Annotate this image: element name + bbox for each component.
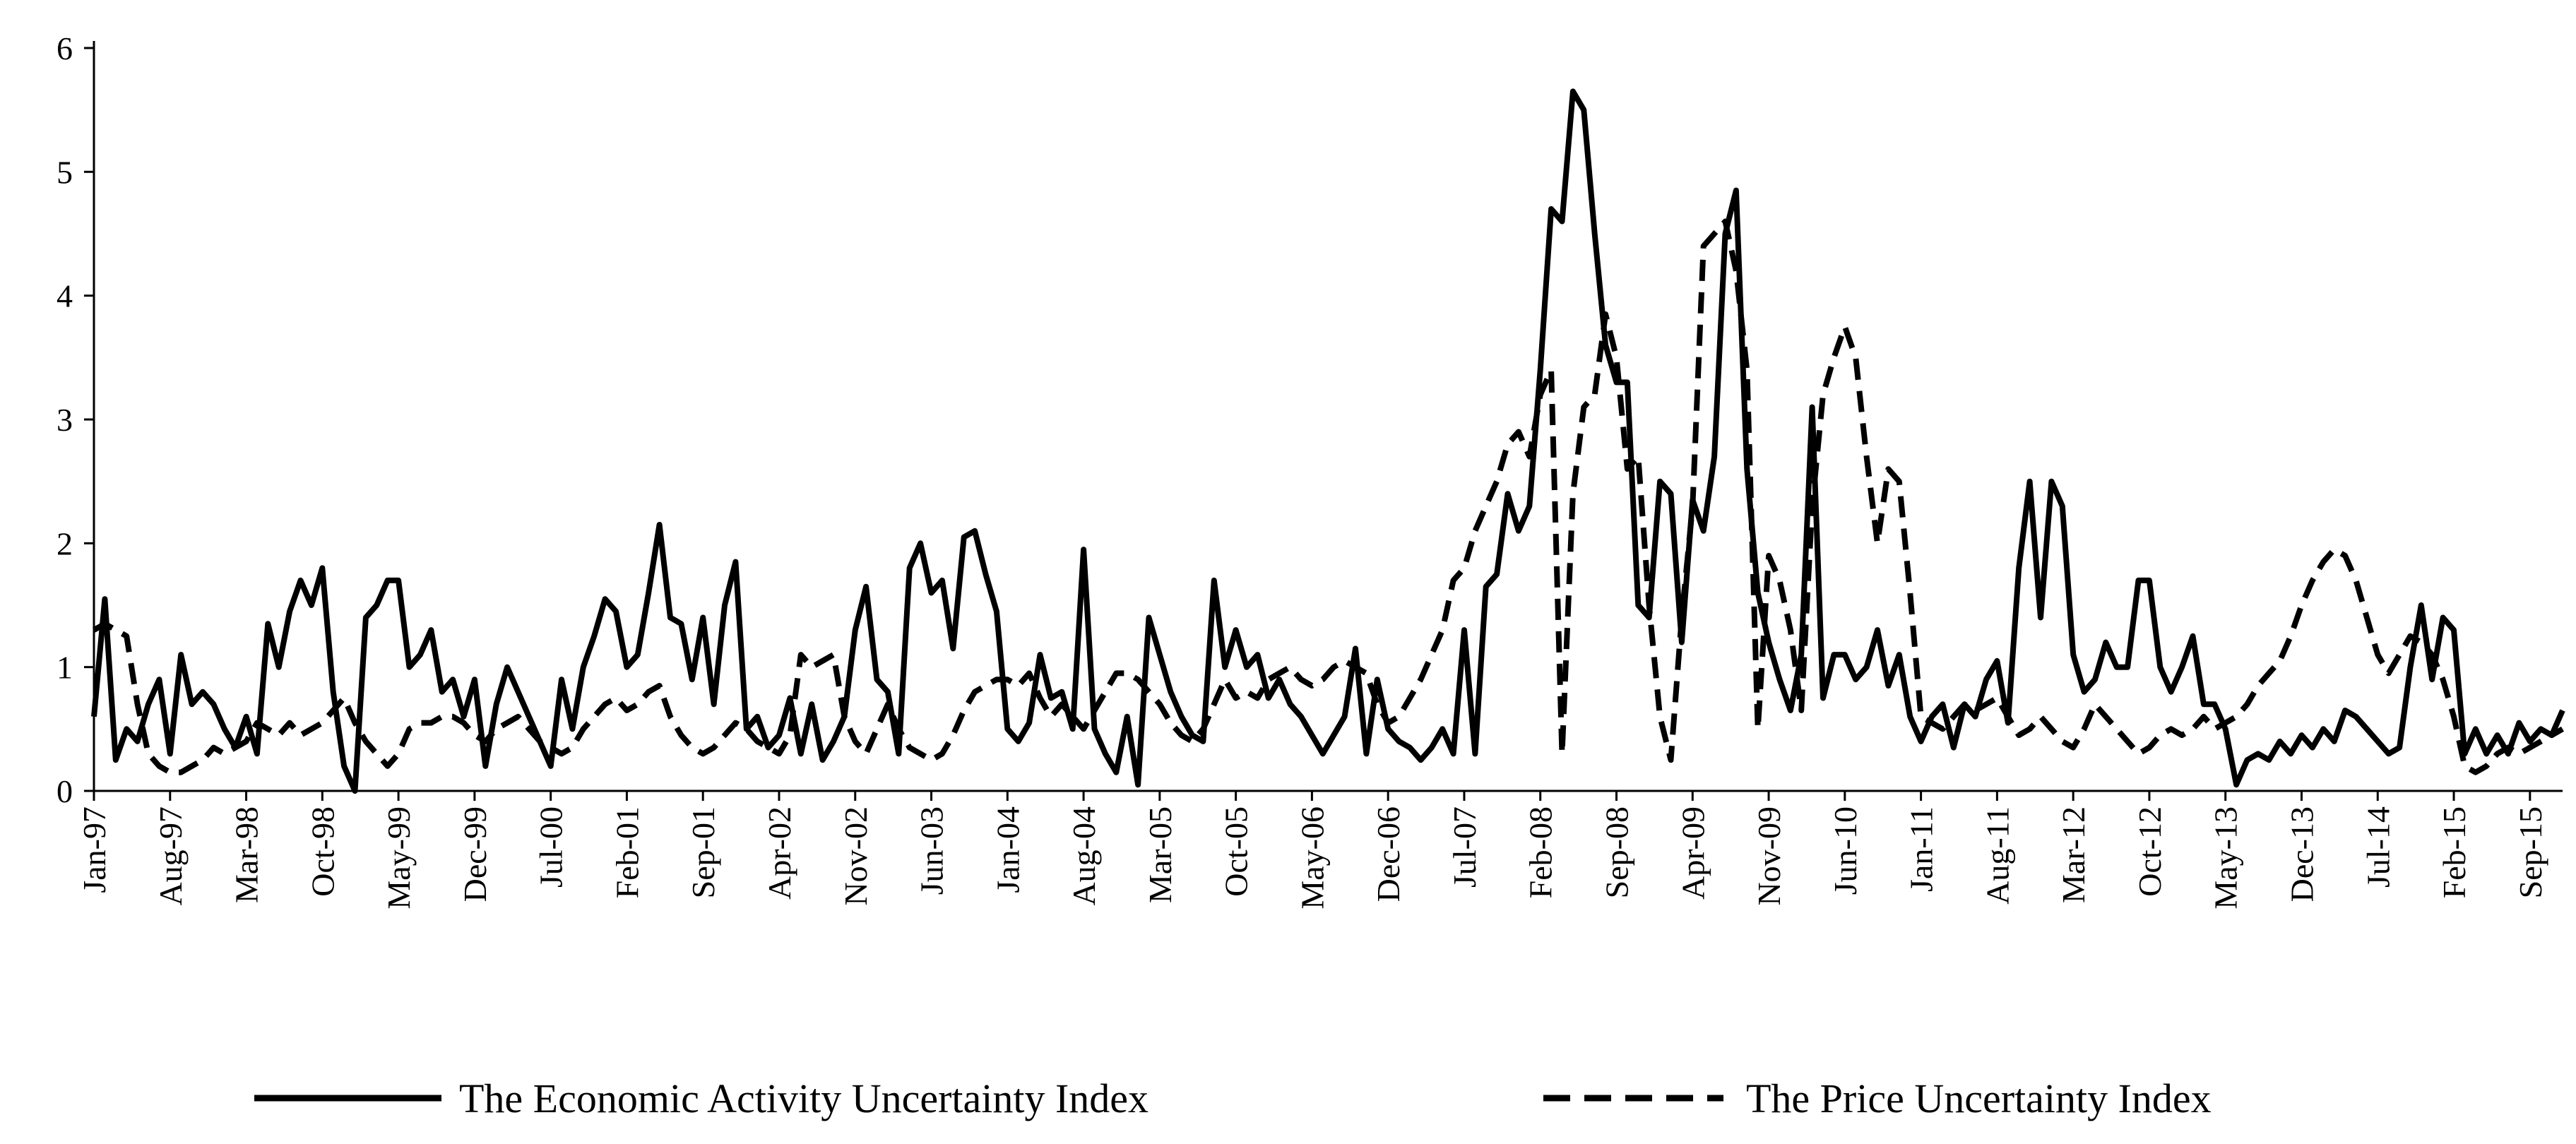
x-tick-label: Jun-10 — [1827, 806, 1863, 895]
x-tick-label: Mar-98 — [229, 806, 265, 903]
x-tick-label: Aug-11 — [1979, 806, 2015, 905]
y-tick-label: 0 — [57, 773, 73, 809]
x-tick-label: Jun-03 — [914, 806, 950, 895]
x-tick-label: Jul-07 — [1447, 806, 1483, 888]
y-tick-label: 6 — [57, 30, 73, 66]
series-line-price — [93, 218, 2564, 775]
x-tick-label: Oct-98 — [304, 806, 340, 897]
x-tick-label: Aug-04 — [1066, 806, 1102, 906]
x-tick-label: May-99 — [381, 806, 417, 910]
legend-item-economic-activity: The Economic Activity Uncertainty Index — [254, 1076, 1148, 1121]
x-tick-label: Dec-06 — [1370, 806, 1406, 902]
x-tick-label: Oct-12 — [2132, 806, 2168, 897]
y-tick-label: 5 — [57, 154, 73, 190]
x-tick-label: May-13 — [2208, 806, 2244, 910]
x-tick-label: Jul-14 — [2360, 806, 2396, 888]
x-tick-label: Sep-08 — [1599, 806, 1635, 898]
x-tick-label: Sep-01 — [685, 806, 721, 898]
x-tick-label: Jan-11 — [1904, 806, 1940, 892]
x-tick-label: Jul-00 — [533, 806, 569, 888]
x-tick-label: Jan-04 — [990, 806, 1026, 893]
x-tick-label: Feb-01 — [609, 806, 645, 898]
x-tick-label: Jan-97 — [76, 806, 112, 893]
legend-item-price: The Price Uncertainty Index — [1543, 1076, 2212, 1121]
x-tick-label: Apr-09 — [1675, 806, 1711, 900]
series-layer — [91, 88, 2565, 794]
x-tick-label: Nov-02 — [838, 806, 874, 906]
y-tick-label: 4 — [57, 278, 73, 314]
x-tick-label: Feb-15 — [2436, 806, 2472, 898]
x-tick-label: Aug-97 — [153, 806, 189, 906]
x-tick-label: Dec-99 — [457, 806, 493, 902]
x-tick-label: May-06 — [1294, 806, 1330, 910]
series-line-economic-activity — [91, 88, 2565, 794]
x-axis: Jan-97 Aug-97 Mar-98 Oct-98 May-99 Dec-99 Jul-… — [76, 790, 2563, 910]
legend-label-price: The Price Uncertainty Index — [1746, 1076, 2212, 1121]
x-tick-label: Feb-08 — [1523, 806, 1559, 898]
x-tick-label: Apr-02 — [761, 806, 797, 900]
x-tick-label: Dec-13 — [2284, 806, 2320, 902]
y-tick-label: 3 — [57, 402, 73, 438]
y-tick-label: 2 — [57, 525, 73, 561]
x-tick-label: Mar-12 — [2055, 806, 2091, 903]
x-tick-label: Sep-15 — [2512, 806, 2548, 898]
y-axis: 0 1 2 3 4 5 6 — [57, 30, 95, 809]
legend-label-economic-activity: The Economic Activity Uncertainty Index — [459, 1076, 1148, 1121]
y-tick-label: 1 — [57, 650, 73, 686]
x-tick-label: Mar-05 — [1142, 806, 1178, 903]
x-tick-label: Nov-09 — [1751, 806, 1787, 906]
legend: The Economic Activity Uncertainty Index … — [254, 1076, 2212, 1121]
x-tick-label: Oct-05 — [1218, 806, 1254, 897]
